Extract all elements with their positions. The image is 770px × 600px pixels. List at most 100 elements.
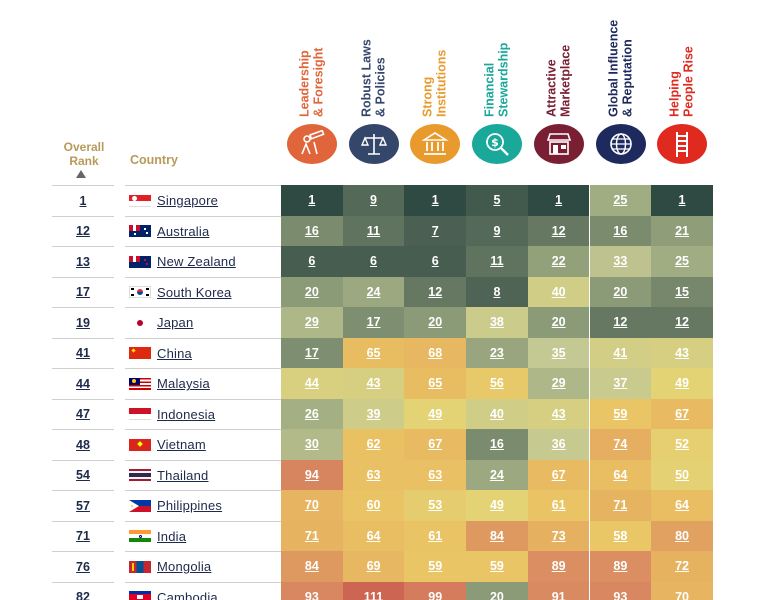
country-cell[interactable]: Malaysia [125, 368, 321, 399]
heatmap-cell[interactable]: 36 [527, 429, 590, 460]
rank-link[interactable]: 41 [52, 337, 114, 369]
country-cell[interactable]: Philippines [125, 490, 321, 521]
heatmap-cell[interactable]: 40 [466, 398, 528, 429]
heatmap-cell[interactable]: 64 [342, 520, 405, 551]
heatmap-cell[interactable]: 67 [404, 429, 467, 460]
country-cell[interactable]: Vietnam [125, 429, 321, 460]
heatmap-cell[interactable]: 59 [466, 551, 528, 582]
heatmap-cell[interactable]: 12 [589, 307, 652, 338]
heatmap-cell[interactable]: 73 [527, 520, 590, 551]
heatmap-cell[interactable]: 6 [404, 246, 467, 277]
country-link[interactable]: China [157, 345, 192, 361]
country-header[interactable]: Country [130, 153, 178, 167]
heatmap-cell[interactable]: 12 [651, 307, 713, 338]
heatmap-cell[interactable]: 1 [527, 185, 590, 216]
heatmap-cell[interactable]: 67 [527, 459, 590, 490]
heatmap-cell[interactable]: 29 [527, 368, 590, 399]
heatmap-cell[interactable]: 67 [651, 398, 713, 429]
overall-rank-header[interactable]: Overall Rank [63, 140, 105, 168]
heatmap-cell[interactable]: 40 [527, 276, 590, 307]
heatmap-cell[interactable]: 49 [466, 490, 528, 521]
heatmap-cell[interactable]: 20 [281, 276, 343, 307]
heatmap-cell[interactable]: 5 [466, 185, 528, 216]
heatmap-cell[interactable]: 20 [404, 307, 467, 338]
heatmap-cell[interactable]: 7 [404, 215, 467, 246]
heatmap-cell[interactable]: 60 [342, 490, 405, 521]
country-cell[interactable]: Thailand [125, 459, 321, 491]
heatmap-cell[interactable]: 39 [342, 398, 405, 429]
rank-link[interactable]: 17 [52, 276, 114, 308]
country-link[interactable]: New Zealand [157, 254, 236, 270]
heatmap-cell[interactable]: 80 [651, 520, 713, 551]
rank-link[interactable]: 54 [52, 459, 114, 491]
country-link[interactable]: Singapore [157, 193, 219, 209]
heatmap-cell[interactable]: 44 [281, 368, 343, 399]
heatmap-cell[interactable]: 69 [342, 551, 405, 582]
heatmap-cell[interactable]: 70 [651, 581, 713, 600]
heatmap-cell[interactable]: 20 [466, 581, 528, 600]
heatmap-cell[interactable]: 6 [281, 246, 343, 277]
heatmap-cell[interactable]: 23 [466, 337, 528, 368]
rank-link[interactable]: 57 [52, 490, 114, 521]
heatmap-cell[interactable]: 71 [281, 520, 343, 551]
heatmap-cell[interactable]: 22 [527, 246, 590, 277]
country-cell[interactable]: New Zealand [125, 246, 321, 277]
country-link[interactable]: India [157, 528, 187, 544]
heatmap-cell[interactable]: 49 [404, 398, 467, 429]
heatmap-cell[interactable]: 56 [466, 368, 528, 399]
heatmap-cell[interactable]: 24 [466, 459, 528, 490]
heatmap-cell[interactable]: 17 [281, 337, 343, 368]
rank-link[interactable]: 71 [52, 520, 114, 552]
rank-link[interactable]: 47 [52, 398, 114, 430]
country-link[interactable]: Thailand [157, 467, 209, 483]
heatmap-cell[interactable]: 52 [651, 429, 713, 460]
heatmap-cell[interactable]: 89 [527, 551, 590, 582]
heatmap-cell[interactable]: 35 [527, 337, 590, 368]
heatmap-cell[interactable]: 41 [589, 337, 652, 368]
country-cell[interactable]: India [125, 520, 321, 552]
heatmap-cell[interactable]: 16 [589, 215, 652, 246]
rank-link[interactable]: 48 [52, 429, 114, 460]
heatmap-cell[interactable]: 72 [651, 551, 713, 582]
heatmap-cell[interactable]: 20 [527, 307, 590, 338]
heatmap-cell[interactable]: 59 [589, 398, 652, 429]
heatmap-cell[interactable]: 91 [527, 581, 590, 600]
heatmap-cell[interactable]: 93 [589, 581, 652, 600]
country-cell[interactable]: China [125, 337, 321, 369]
country-link[interactable]: Vietnam [157, 437, 206, 453]
country-link[interactable]: Mongolia [157, 559, 212, 575]
heatmap-cell[interactable]: 33 [589, 246, 652, 277]
heatmap-cell[interactable]: 61 [527, 490, 590, 521]
heatmap-cell[interactable]: 99 [404, 581, 467, 600]
heatmap-cell[interactable]: 43 [651, 337, 713, 368]
heatmap-cell[interactable]: 43 [527, 398, 590, 429]
heatmap-cell[interactable]: 16 [466, 429, 528, 460]
heatmap-cell[interactable]: 53 [404, 490, 467, 521]
rank-link[interactable]: 82 [52, 581, 114, 600]
heatmap-cell[interactable]: 12 [527, 215, 590, 246]
heatmap-cell[interactable]: 30 [281, 429, 343, 460]
heatmap-cell[interactable]: 26 [281, 398, 343, 429]
heatmap-cell[interactable]: 65 [342, 337, 405, 368]
heatmap-cell[interactable]: 25 [651, 246, 713, 277]
heatmap-cell[interactable]: 74 [589, 429, 652, 460]
heatmap-cell[interactable]: 1 [404, 185, 467, 216]
heatmap-cell[interactable]: 9 [342, 185, 405, 216]
heatmap-cell[interactable]: 49 [651, 368, 713, 399]
heatmap-cell[interactable]: 8 [466, 276, 528, 307]
heatmap-cell[interactable]: 37 [589, 368, 652, 399]
heatmap-cell[interactable]: 20 [589, 276, 652, 307]
heatmap-cell[interactable]: 1 [281, 185, 343, 216]
heatmap-cell[interactable]: 25 [589, 185, 652, 216]
heatmap-cell[interactable]: 12 [404, 276, 467, 307]
heatmap-cell[interactable]: 15 [651, 276, 713, 307]
heatmap-cell[interactable]: 58 [589, 520, 652, 551]
heatmap-cell[interactable]: 59 [404, 551, 467, 582]
country-cell[interactable]: Cambodia [125, 581, 321, 600]
heatmap-cell[interactable]: 65 [404, 368, 467, 399]
country-link[interactable]: Cambodia [157, 589, 218, 600]
heatmap-cell[interactable]: 64 [651, 490, 713, 521]
heatmap-cell[interactable]: 11 [342, 215, 405, 246]
heatmap-cell[interactable]: 94 [281, 459, 343, 490]
heatmap-cell[interactable]: 71 [589, 490, 652, 521]
